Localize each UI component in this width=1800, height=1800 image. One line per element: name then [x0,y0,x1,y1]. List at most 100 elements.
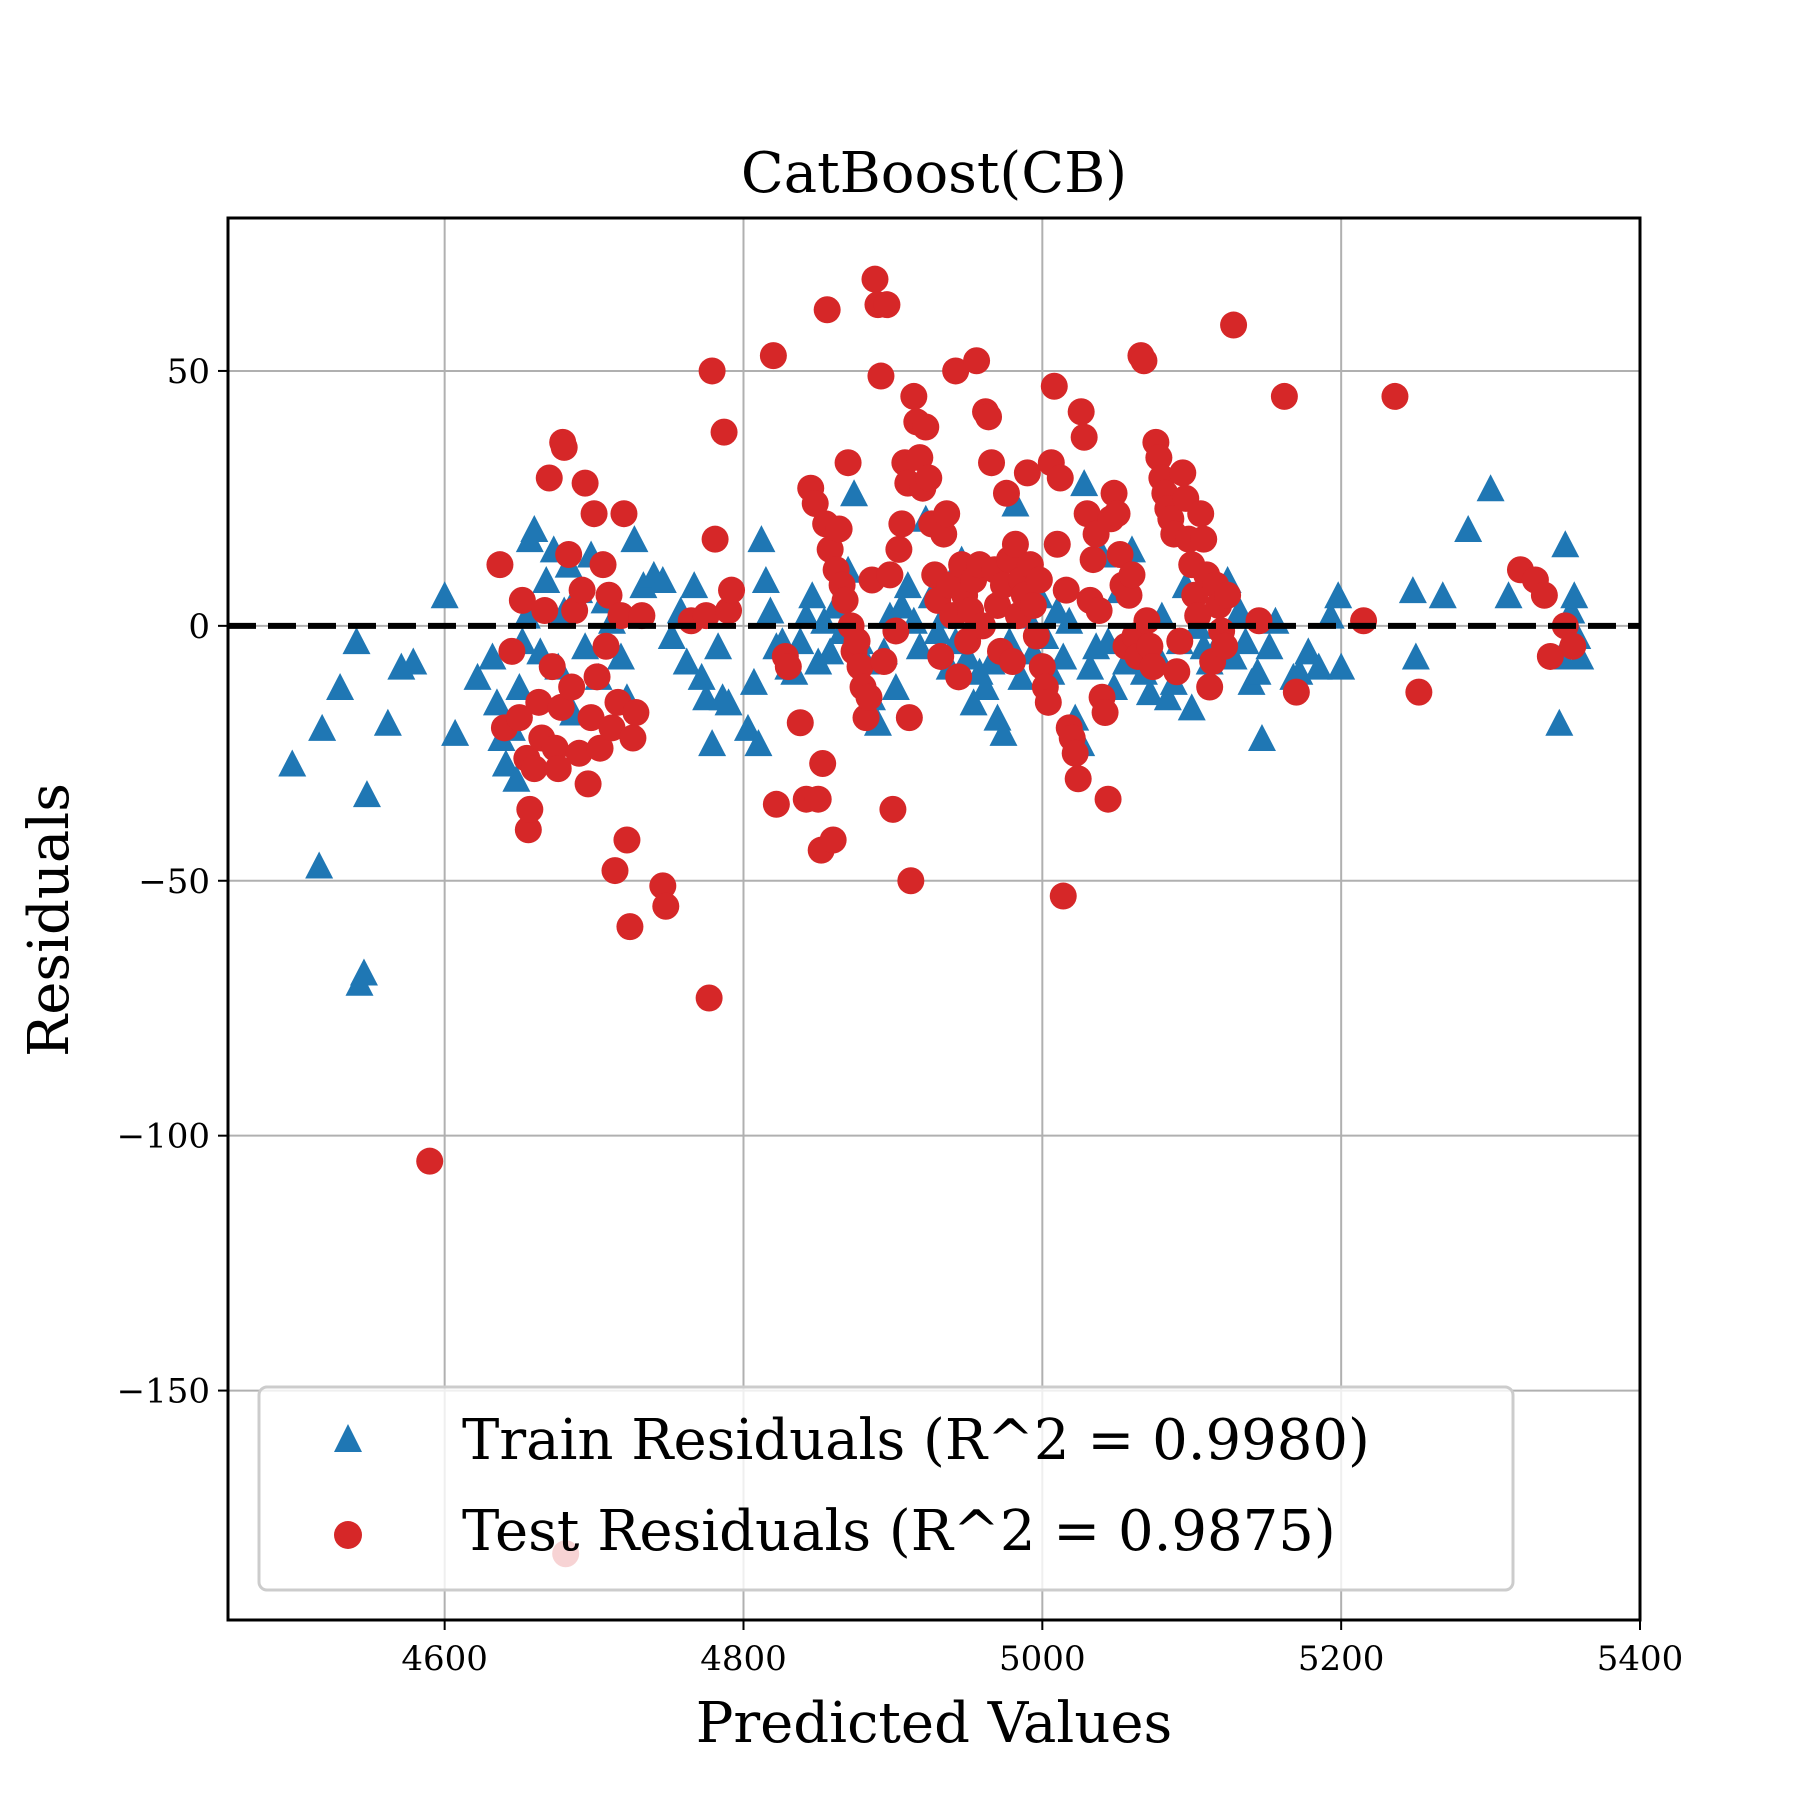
train-point [1255,632,1284,660]
train-point [751,565,780,593]
test-point [1043,530,1071,558]
test-point [1073,500,1101,528]
train-point [881,673,910,701]
train-point [463,662,492,690]
train-point [698,729,727,757]
train-point [532,565,561,593]
test-point [1163,658,1191,686]
y-tick-label: 50 [167,352,210,392]
train-point [1304,652,1333,680]
test-point [942,357,970,385]
test-point [804,785,832,813]
train-point [349,958,378,986]
test-point [1211,632,1239,660]
test-point [607,602,635,630]
x-tick-label: 5200 [1298,1639,1385,1679]
test-point [531,597,559,625]
test-point [601,857,629,885]
train-point [1153,683,1182,711]
train-point [744,729,773,757]
train-point [1428,581,1457,609]
train-point [1076,652,1105,680]
train-point [733,713,762,741]
test-point [1190,525,1218,553]
legend-box [257,1385,1515,1592]
train-point [1560,581,1589,609]
test-point [568,576,596,604]
train-point [687,662,716,690]
train-point [704,632,733,660]
test-point [1405,678,1433,706]
train-point [1454,514,1483,542]
test-point [834,449,862,477]
train-point [478,642,507,670]
train-point [1327,652,1356,680]
train-point [756,596,785,624]
test-point [945,663,973,691]
test-point [1046,464,1074,492]
train-point [680,571,709,599]
test-point [759,342,787,370]
test-point [610,500,638,528]
test-point [1070,423,1098,451]
test-point [843,627,871,655]
test-point [710,418,738,446]
train-point [1049,642,1078,670]
test-point [809,750,837,778]
test-point [550,433,578,461]
train-point [959,688,988,716]
test-point [613,826,641,854]
x-tick-label: 5000 [999,1639,1086,1679]
train-point [430,581,459,609]
test-point [571,469,599,497]
test-point [867,362,895,390]
chart-title: CatBoost(CB) [741,141,1127,206]
train-point [747,525,776,553]
test-point [718,576,746,604]
test-point [1079,546,1107,574]
train-point [1294,637,1323,665]
test-series [416,265,1587,1568]
test-point [1106,540,1134,568]
x-axis-title: Predicted Values [696,1691,1173,1756]
test-point [855,683,883,711]
train-point [1316,601,1345,629]
test-point [622,699,650,727]
test-point [516,795,544,823]
test-point [1028,653,1056,681]
test-point [1181,581,1209,609]
train-point [502,764,531,792]
test-point [555,540,583,568]
train-point [971,673,1000,701]
test-point [1350,607,1378,635]
test-point [1133,607,1161,635]
test-point [586,734,614,762]
test-point [1022,622,1050,650]
test-point [1115,581,1143,609]
train-point [798,581,827,609]
test-point [547,693,575,721]
test-point [505,704,533,732]
test-point [879,795,907,823]
test-point [583,663,611,691]
train-point [1247,724,1276,752]
test-point [1052,576,1080,604]
test-point [1100,479,1128,507]
test-point [514,816,542,844]
train-point [1545,708,1574,736]
test-point [1067,398,1095,426]
x-tick-label: 5400 [1597,1639,1684,1679]
test-point [774,653,802,681]
train-point [441,718,470,746]
train-point [1551,530,1580,558]
test-point [1245,607,1273,635]
test-point [565,739,593,767]
train-point [905,632,934,660]
test-point [1013,459,1041,487]
test-point [1169,459,1197,487]
train-point [657,622,686,650]
test-point [762,790,790,818]
test-point [701,525,729,553]
test-point [1166,627,1194,655]
